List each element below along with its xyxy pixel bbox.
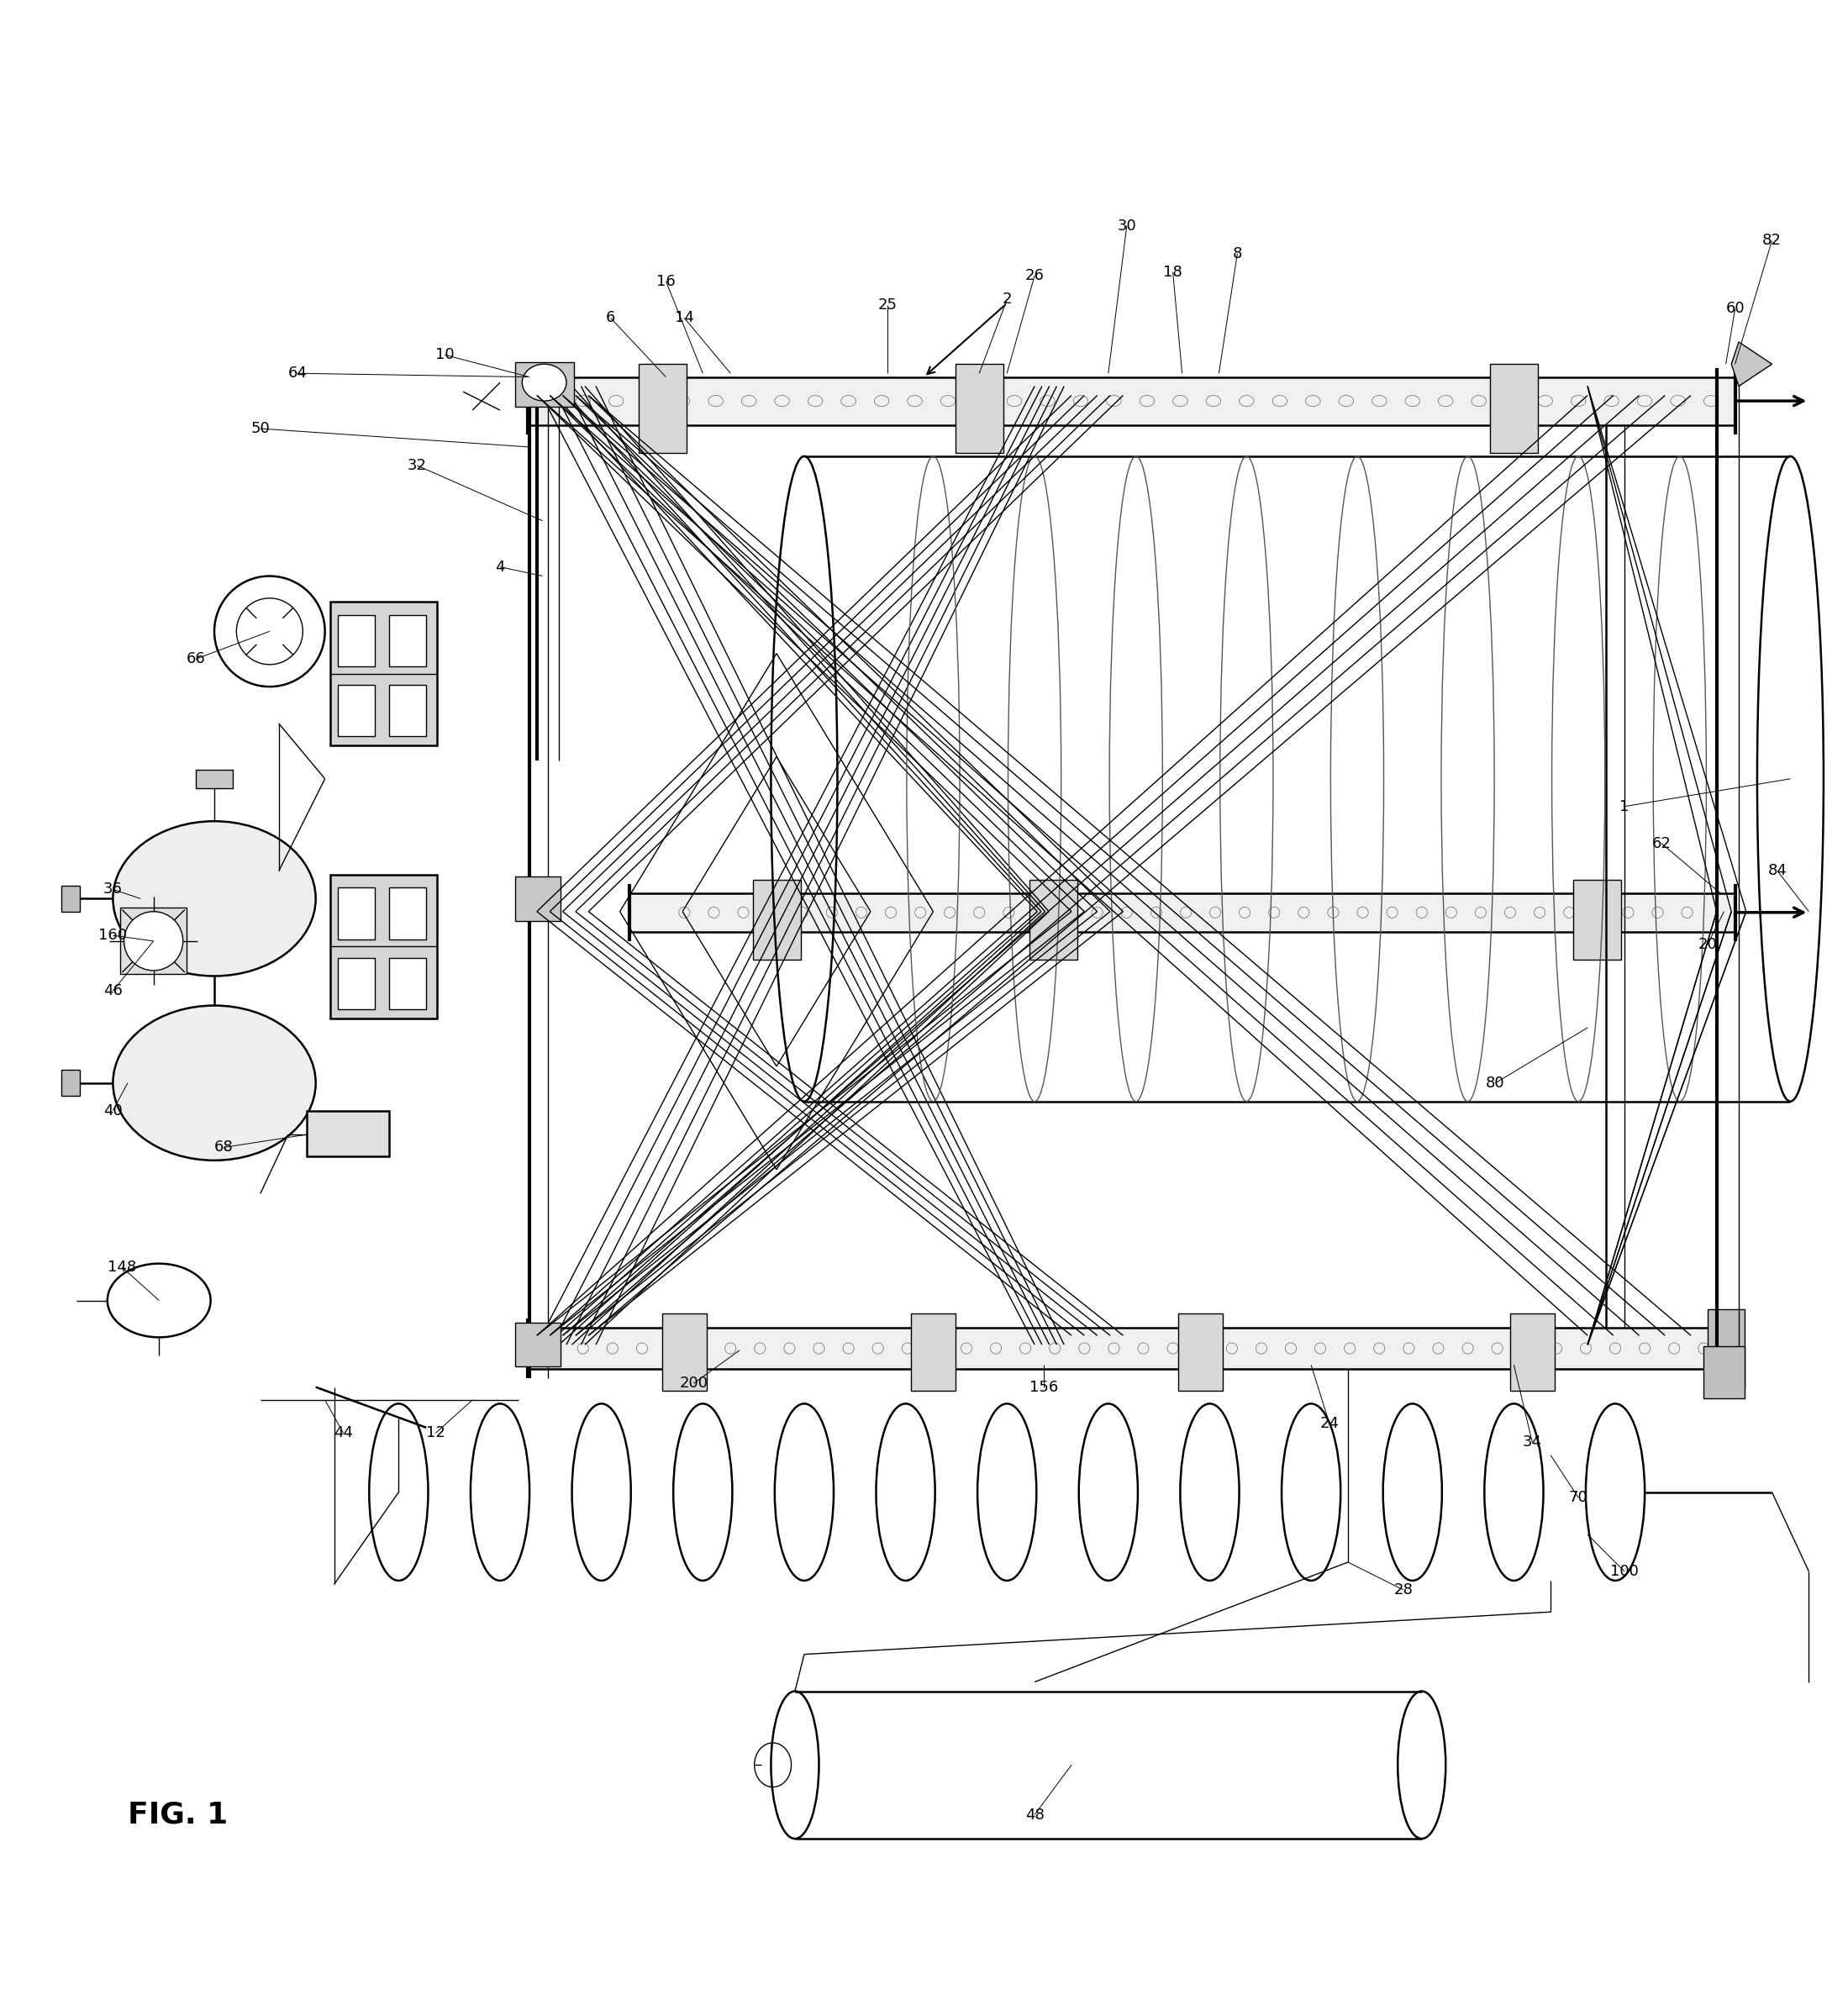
Text: 14: 14 bbox=[675, 310, 695, 326]
Text: FIG. 1: FIG. 1 bbox=[128, 1800, 227, 1828]
Bar bbox=[662, 1314, 706, 1390]
Bar bbox=[1704, 1346, 1745, 1398]
Bar bbox=[638, 364, 686, 452]
Bar bbox=[331, 874, 438, 1018]
Bar bbox=[752, 880, 800, 960]
Bar bbox=[1708, 1310, 1745, 1388]
Text: 28: 28 bbox=[1393, 1582, 1414, 1598]
Text: 24: 24 bbox=[1319, 1416, 1340, 1432]
Text: 18: 18 bbox=[1162, 264, 1183, 280]
Text: 156: 156 bbox=[1029, 1380, 1059, 1394]
Text: 40: 40 bbox=[103, 1104, 122, 1118]
Bar bbox=[390, 684, 427, 736]
Ellipse shape bbox=[107, 1264, 211, 1338]
Text: 66: 66 bbox=[187, 652, 205, 666]
Text: 46: 46 bbox=[103, 984, 122, 998]
Text: 4: 4 bbox=[495, 560, 505, 574]
Bar bbox=[196, 770, 233, 788]
Polygon shape bbox=[1732, 342, 1772, 386]
Bar bbox=[338, 684, 375, 736]
Text: 34: 34 bbox=[1523, 1434, 1541, 1450]
Bar bbox=[307, 1110, 390, 1156]
Ellipse shape bbox=[237, 598, 303, 664]
Bar bbox=[338, 888, 375, 940]
Text: 200: 200 bbox=[680, 1376, 708, 1390]
Text: 26: 26 bbox=[1026, 268, 1044, 284]
Bar bbox=[331, 602, 438, 746]
Bar bbox=[338, 614, 375, 666]
Bar bbox=[911, 1314, 955, 1390]
Text: 30: 30 bbox=[1118, 218, 1137, 234]
Text: 48: 48 bbox=[1026, 1808, 1044, 1822]
Polygon shape bbox=[529, 1328, 1726, 1368]
Text: 84: 84 bbox=[1769, 864, 1787, 878]
Text: 16: 16 bbox=[656, 274, 676, 288]
Text: 20: 20 bbox=[1698, 938, 1717, 952]
Text: 160: 160 bbox=[98, 928, 128, 944]
Polygon shape bbox=[529, 376, 1735, 424]
Ellipse shape bbox=[113, 822, 316, 976]
Text: 82: 82 bbox=[1763, 234, 1781, 248]
Text: 70: 70 bbox=[1569, 1490, 1587, 1506]
Bar bbox=[120, 908, 187, 974]
Text: 60: 60 bbox=[1726, 302, 1745, 316]
Bar bbox=[1573, 880, 1621, 960]
Text: 148: 148 bbox=[107, 1260, 137, 1274]
Text: 50: 50 bbox=[251, 422, 270, 436]
Bar bbox=[390, 614, 427, 666]
Bar bbox=[61, 886, 79, 912]
Ellipse shape bbox=[214, 576, 325, 686]
Bar bbox=[390, 958, 427, 1010]
Text: 68: 68 bbox=[214, 1140, 233, 1156]
Text: 80: 80 bbox=[1486, 1076, 1504, 1090]
Bar bbox=[1029, 880, 1077, 960]
Bar bbox=[1489, 364, 1538, 452]
Bar bbox=[390, 888, 427, 940]
Text: 32: 32 bbox=[407, 458, 427, 474]
Text: 2: 2 bbox=[1002, 292, 1013, 308]
Text: 36: 36 bbox=[103, 882, 122, 896]
Bar bbox=[61, 1070, 79, 1096]
Bar bbox=[1510, 1314, 1554, 1390]
Bar bbox=[955, 364, 1003, 452]
Ellipse shape bbox=[124, 912, 183, 970]
Bar bbox=[516, 876, 560, 920]
Ellipse shape bbox=[523, 364, 565, 400]
Text: 12: 12 bbox=[425, 1426, 445, 1440]
Polygon shape bbox=[628, 894, 1735, 932]
Text: 6: 6 bbox=[606, 310, 615, 326]
Bar bbox=[516, 1322, 560, 1366]
Text: 1: 1 bbox=[1619, 798, 1630, 814]
Text: 25: 25 bbox=[878, 298, 896, 312]
Text: 8: 8 bbox=[1233, 246, 1242, 262]
Bar bbox=[338, 958, 375, 1010]
Ellipse shape bbox=[113, 1006, 316, 1160]
Text: 64: 64 bbox=[288, 366, 307, 380]
Text: 10: 10 bbox=[436, 348, 455, 362]
Text: 100: 100 bbox=[1610, 1564, 1639, 1578]
Text: 62: 62 bbox=[1652, 836, 1671, 850]
Text: 44: 44 bbox=[334, 1426, 353, 1440]
Bar bbox=[516, 362, 573, 406]
Bar bbox=[1179, 1314, 1223, 1390]
